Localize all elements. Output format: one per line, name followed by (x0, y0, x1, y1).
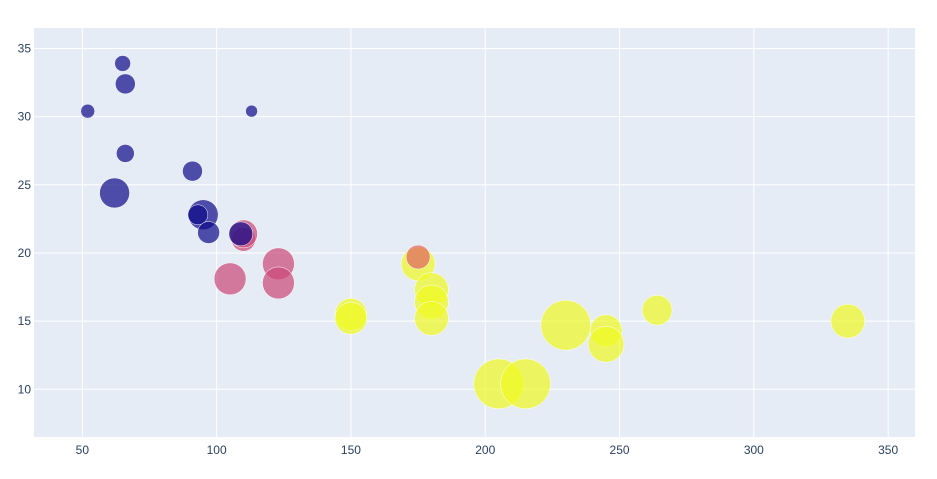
data-point-21[interactable] (414, 301, 449, 336)
x-tick-label: 250 (610, 443, 630, 457)
data-point-8[interactable] (187, 204, 209, 226)
x-tick-label: 200 (475, 443, 495, 457)
data-point-4[interactable] (116, 144, 135, 163)
data-point-5[interactable] (182, 160, 203, 182)
data-point-2[interactable] (115, 73, 136, 95)
data-point-29[interactable] (830, 303, 866, 339)
data-point-9[interactable] (197, 221, 220, 244)
data-point-17[interactable] (334, 302, 368, 335)
data-point-28[interactable] (641, 294, 673, 326)
x-tick-label: 50 (76, 443, 90, 457)
x-tick-label: 300 (744, 443, 764, 457)
x-tick-label: 350 (878, 443, 898, 457)
plot-background (34, 28, 915, 437)
y-tick-label: 10 (18, 382, 32, 396)
x-tick-label: 150 (341, 443, 361, 457)
y-tick-label: 15 (18, 314, 32, 328)
data-point-14[interactable] (213, 262, 247, 296)
data-point-1[interactable] (114, 55, 131, 72)
data-point-0[interactable] (80, 103, 95, 119)
data-point-22[interactable] (405, 244, 431, 270)
data-point-25[interactable] (540, 299, 592, 351)
y-tick-label: 25 (18, 178, 32, 192)
y-axis-ticks: 10 15 20 25 30 35 (18, 41, 32, 396)
x-tick-label: 100 (207, 443, 227, 457)
data-point-27[interactable] (587, 326, 625, 363)
data-points (80, 55, 866, 410)
grid-lines (34, 28, 915, 437)
data-point-12[interactable] (228, 221, 254, 247)
y-tick-label: 35 (18, 41, 32, 55)
data-point-24[interactable] (500, 358, 551, 410)
data-point-3[interactable] (245, 104, 258, 118)
x-axis-ticks: 50 100 150 200 250 300 350 (76, 443, 899, 457)
data-point-15[interactable] (262, 266, 295, 300)
data-point-6[interactable] (99, 177, 130, 209)
y-tick-label: 30 (18, 110, 32, 124)
y-tick-label: 20 (18, 246, 32, 260)
